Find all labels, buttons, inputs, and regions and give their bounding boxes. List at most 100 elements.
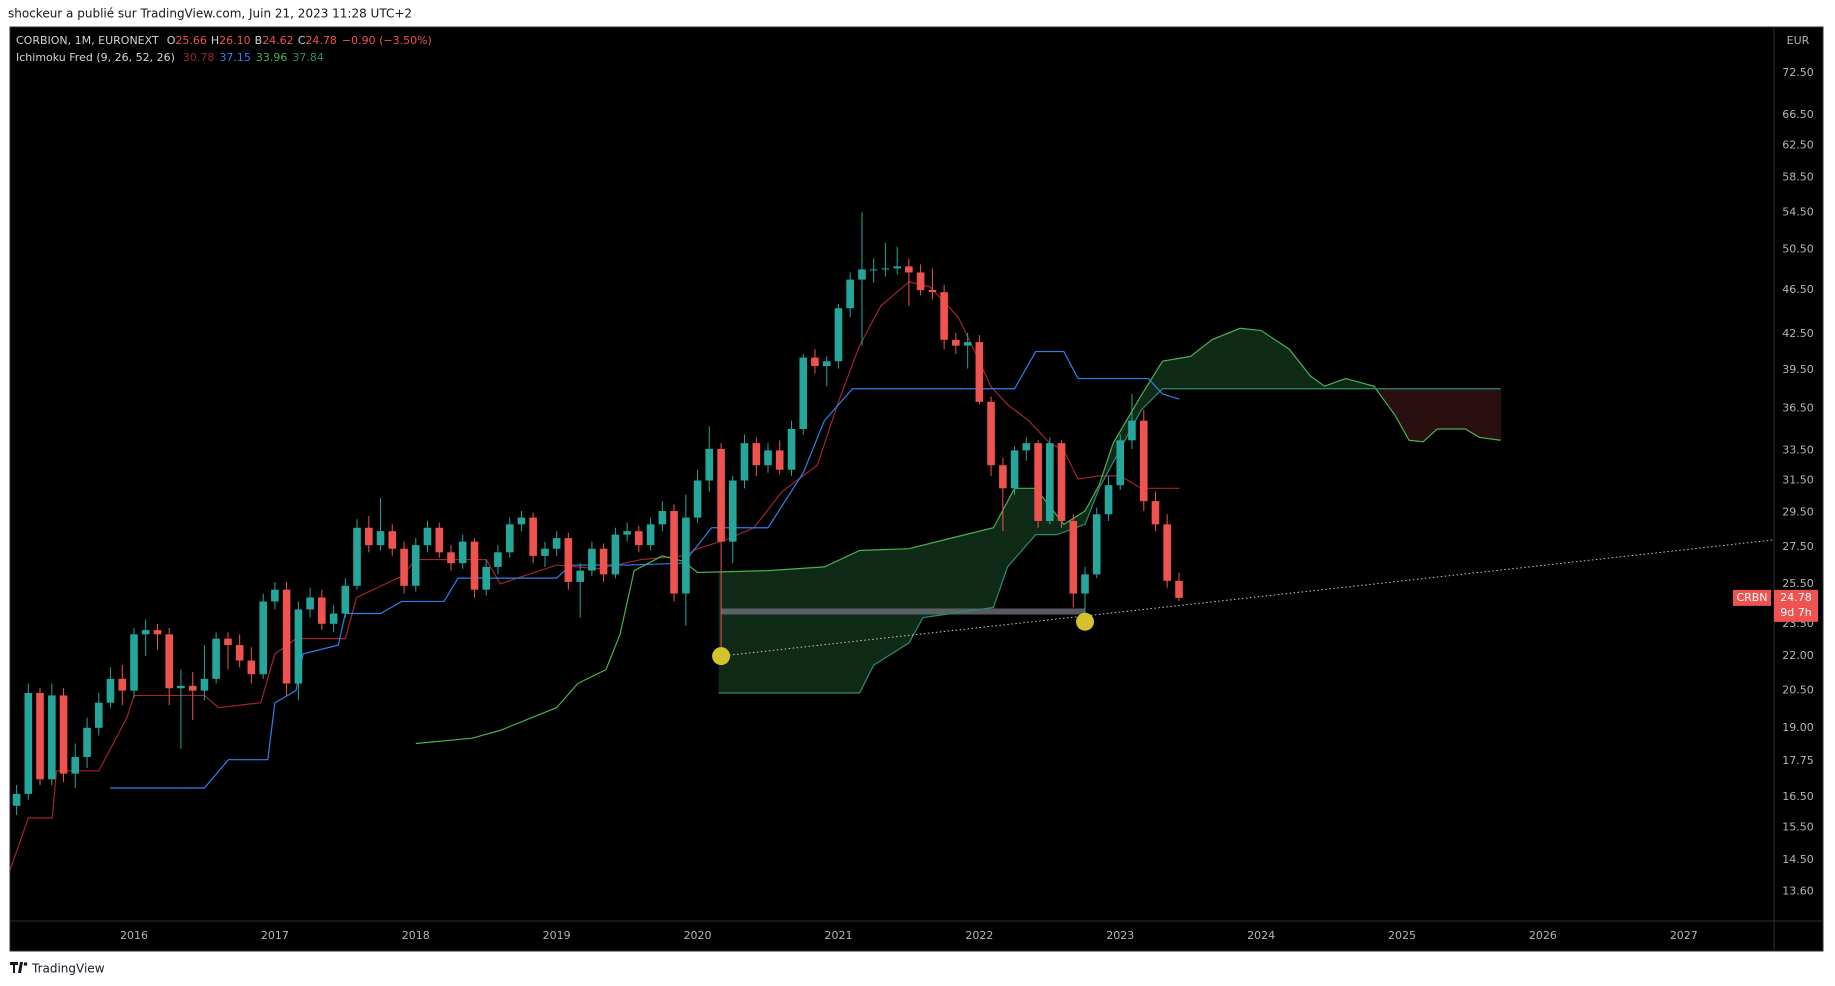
cloud [1018, 488, 1022, 554]
plot-area [10, 212, 1774, 871]
cloud [1304, 368, 1308, 389]
cloud [1012, 488, 1016, 561]
cloud [1434, 388, 1437, 432]
cloud [746, 571, 749, 694]
cloud [1157, 365, 1161, 394]
cloud [1063, 523, 1067, 533]
cloud [1390, 388, 1394, 413]
cloud [1361, 382, 1365, 389]
cloud [1294, 356, 1298, 389]
cloud [979, 530, 982, 610]
x-tick-label: 2019 [543, 929, 571, 942]
cloud [928, 543, 931, 617]
cloud [1287, 347, 1290, 389]
cloud [1006, 498, 1010, 569]
cloud [1234, 329, 1237, 389]
cloud [1389, 388, 1392, 410]
cloud [922, 544, 926, 619]
ohlc-value: 24.78 [305, 34, 337, 47]
cloud [736, 571, 739, 694]
cloud [899, 549, 902, 650]
cloud [1271, 337, 1274, 389]
y-tick-label: 33.50 [1782, 443, 1814, 456]
ohlc-key: O [167, 34, 176, 47]
cloud [1010, 491, 1014, 564]
candle-body [271, 589, 279, 602]
cloud [963, 534, 967, 612]
cloud [1457, 388, 1461, 429]
cloud [1296, 358, 1300, 389]
cloud [1273, 338, 1276, 389]
cloud [995, 520, 998, 603]
candle-body [987, 401, 995, 466]
cloud [1461, 388, 1465, 429]
cloud [753, 570, 757, 694]
indicator-value: 30.78 [183, 51, 215, 64]
cloud [1447, 388, 1451, 429]
cloud [1439, 388, 1443, 429]
cloud [1328, 384, 1331, 389]
cloud [1383, 388, 1386, 402]
cloud [783, 569, 786, 694]
cloud [836, 560, 839, 694]
cloud [752, 570, 755, 694]
cloud [740, 571, 743, 694]
cloud [855, 551, 859, 694]
candle-body [916, 272, 925, 291]
y-tick-label: 36.50 [1782, 401, 1814, 414]
cloud [1220, 335, 1224, 389]
cloud [1330, 383, 1333, 389]
candle-body [94, 702, 103, 728]
cloud [1385, 388, 1388, 405]
legend-row: CORBION, 1M, EURONEXT O25.66 H26.10 B24.62 C… [16, 34, 432, 47]
cloud [1151, 374, 1155, 400]
cloud [1465, 388, 1469, 431]
candle-body [106, 678, 115, 703]
cloud [1136, 400, 1139, 419]
cloud [1106, 456, 1110, 474]
cloud [771, 570, 775, 694]
cloud [1191, 354, 1194, 389]
cloud [1492, 388, 1496, 440]
cloud [897, 549, 900, 651]
cloud [908, 548, 912, 643]
y-tick-label: 54.50 [1782, 205, 1814, 218]
cloud [1406, 388, 1410, 440]
candle-body [975, 342, 984, 402]
cloud [973, 532, 977, 611]
cloud [965, 534, 969, 612]
cloud [1028, 488, 1031, 543]
cloud [744, 571, 747, 694]
cloud [1251, 329, 1255, 389]
cloud [1067, 520, 1071, 531]
cloud [1279, 342, 1282, 389]
candle-body [83, 727, 91, 757]
candle-body [1092, 514, 1101, 575]
cloud [789, 569, 792, 694]
cloud [818, 567, 822, 694]
candle-body [411, 545, 420, 586]
candle-body [482, 566, 491, 590]
y-tick-label: 39.50 [1782, 363, 1814, 376]
cloud [795, 568, 798, 694]
cloud [1218, 336, 1222, 389]
cloud [730, 571, 734, 694]
ichimoku-line [415, 327, 1501, 745]
cloud [1453, 388, 1457, 429]
candle-body [787, 428, 796, 470]
cloud [765, 570, 769, 694]
cloud [1004, 502, 1008, 575]
cloud [1285, 346, 1288, 389]
cloud [918, 545, 922, 626]
cloud [893, 549, 896, 653]
cloud [885, 549, 888, 658]
candle-body [1057, 443, 1066, 521]
cloud [1422, 388, 1425, 442]
cloud [1485, 388, 1488, 439]
cloud [1177, 358, 1180, 389]
cloud [1332, 382, 1335, 389]
cloud [1312, 377, 1316, 389]
cloud [1428, 388, 1431, 438]
cloud [1459, 388, 1463, 429]
cloud [873, 549, 877, 666]
